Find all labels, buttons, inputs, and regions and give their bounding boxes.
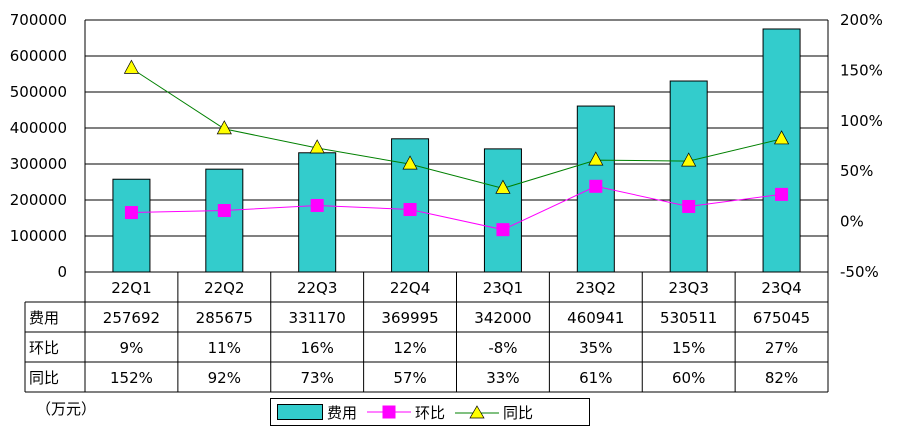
y-left-tick-label: 400000 <box>10 119 67 137</box>
y-right-tick-label: 0% <box>840 213 864 231</box>
yoy-point <box>588 151 604 166</box>
qoq-point <box>682 199 696 213</box>
y-left-tick-label: 300000 <box>10 155 67 173</box>
bar <box>205 168 244 273</box>
yoy-point <box>773 130 790 145</box>
qoq-point <box>124 206 138 220</box>
y-right-tick-label: 200% <box>840 11 883 29</box>
yoy-point <box>402 155 418 170</box>
legend-label-yoy: 同比 <box>503 403 534 422</box>
y-left-tick-label: 500000 <box>10 83 67 101</box>
legend: 费用 环比 同比 <box>270 398 590 426</box>
table-row-label: 同比 <box>29 369 59 387</box>
y-left-tick-label: 200000 <box>10 191 67 209</box>
table-cell: 60% <box>672 369 705 387</box>
bar <box>762 28 801 273</box>
x-tick-label: 23Q1 <box>483 279 523 297</box>
table-cell: 257692 <box>103 309 160 327</box>
qoq-point <box>217 204 231 218</box>
table-cell: 369995 <box>381 309 438 327</box>
y-left-tick-label: 600000 <box>10 47 67 65</box>
y-left-tick-label: 0 <box>57 263 67 281</box>
table-row-label: 环比 <box>29 339 59 357</box>
x-tick-label: 22Q2 <box>204 279 244 297</box>
bar <box>112 178 151 273</box>
x-tick-label: 22Q1 <box>111 279 151 297</box>
legend-square-marker-icon <box>367 405 412 419</box>
legend-item-yoy: 同比 <box>455 402 533 423</box>
yoy-line <box>131 67 782 189</box>
qoq-point <box>775 187 789 201</box>
bar <box>669 80 708 273</box>
table-cell: 27% <box>765 339 798 357</box>
y-right-tick-label: 150% <box>840 61 883 79</box>
qoq-line <box>131 185 782 231</box>
table-cell: 15% <box>672 339 705 357</box>
y-right-tick-label: 100% <box>840 112 883 130</box>
table-cell: 61% <box>579 369 612 387</box>
table-cell: 33% <box>486 369 519 387</box>
x-tick-label: 23Q4 <box>761 279 801 297</box>
qoq-point <box>310 198 324 212</box>
table-cell: 285675 <box>196 309 253 327</box>
table-cell: 530511 <box>660 309 717 327</box>
bar <box>483 148 522 273</box>
table-cell: 152% <box>110 369 153 387</box>
legend-label-cost: 费用 <box>327 403 358 422</box>
legend-item-qoq: 环比 <box>367 402 445 423</box>
table-cell: 57% <box>393 369 426 387</box>
table-cell: 9% <box>120 339 144 357</box>
yoy-point <box>309 139 325 154</box>
qoq-point <box>589 179 603 193</box>
qoq-point <box>496 223 510 237</box>
table-cell: 460941 <box>567 309 624 327</box>
y-left-tick-label: 700000 <box>10 11 67 29</box>
table-row-label: 费用 <box>29 309 59 327</box>
table-cell: 331170 <box>289 309 346 327</box>
table-cell: 675045 <box>753 309 810 327</box>
table-cell: -8% <box>488 339 517 357</box>
table-cell: 16% <box>301 339 334 357</box>
yoy-point <box>123 59 140 74</box>
y-right-tick-label: -50% <box>840 263 879 281</box>
table-cell: 35% <box>579 339 612 357</box>
qoq-point <box>403 203 417 217</box>
bar <box>298 152 337 273</box>
table-cell: 82% <box>765 369 798 387</box>
legend-bar-swatch <box>277 404 323 420</box>
y-left-tick-label: 100000 <box>10 227 67 245</box>
y-right-tick-label: 50% <box>840 162 873 180</box>
table-cell: 73% <box>301 369 334 387</box>
x-tick-label: 22Q3 <box>297 279 337 297</box>
x-tick-label: 23Q2 <box>576 279 616 297</box>
legend-triangle-marker-icon <box>455 405 500 419</box>
table-cell: 92% <box>208 369 241 387</box>
yoy-point <box>495 179 511 194</box>
x-tick-label: 23Q3 <box>668 279 708 297</box>
unit-note: （万元） <box>36 400 97 418</box>
table-cell: 342000 <box>474 309 531 327</box>
yoy-point <box>216 120 232 135</box>
x-tick-label: 22Q4 <box>390 279 430 297</box>
legend-item-cost: 费用 <box>277 402 357 423</box>
table-cell: 11% <box>208 339 241 357</box>
legend-label-qoq: 环比 <box>415 403 446 422</box>
yoy-point <box>681 152 697 167</box>
table-cell: 12% <box>393 339 426 357</box>
